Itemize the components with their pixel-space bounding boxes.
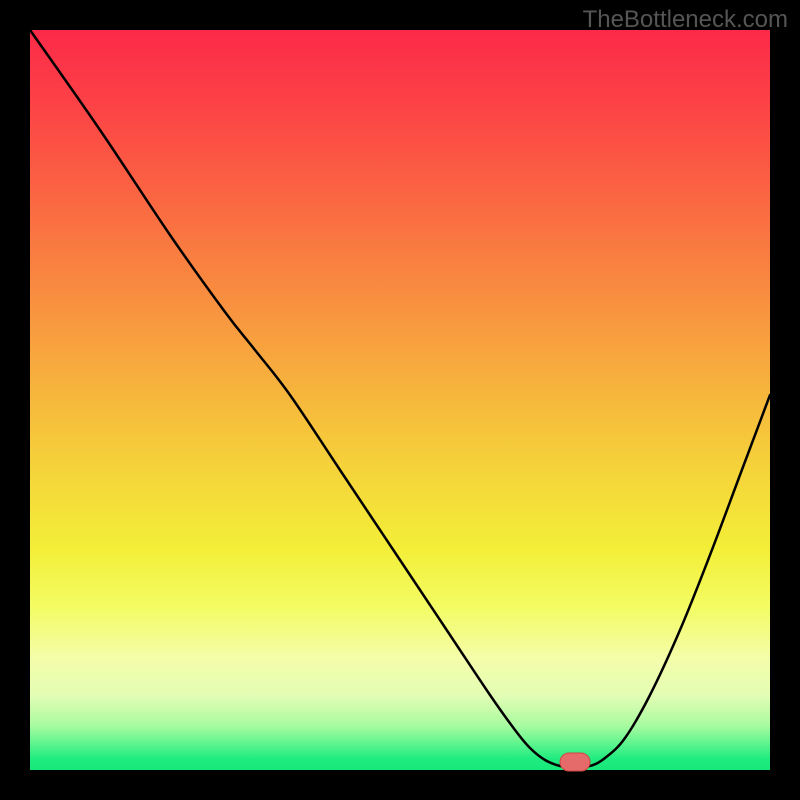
optimal-marker — [560, 753, 590, 771]
chart-container: TheBottleneck.com — [0, 0, 800, 800]
watermark-text: TheBottleneck.com — [583, 6, 788, 34]
bottleneck-chart — [0, 0, 800, 800]
